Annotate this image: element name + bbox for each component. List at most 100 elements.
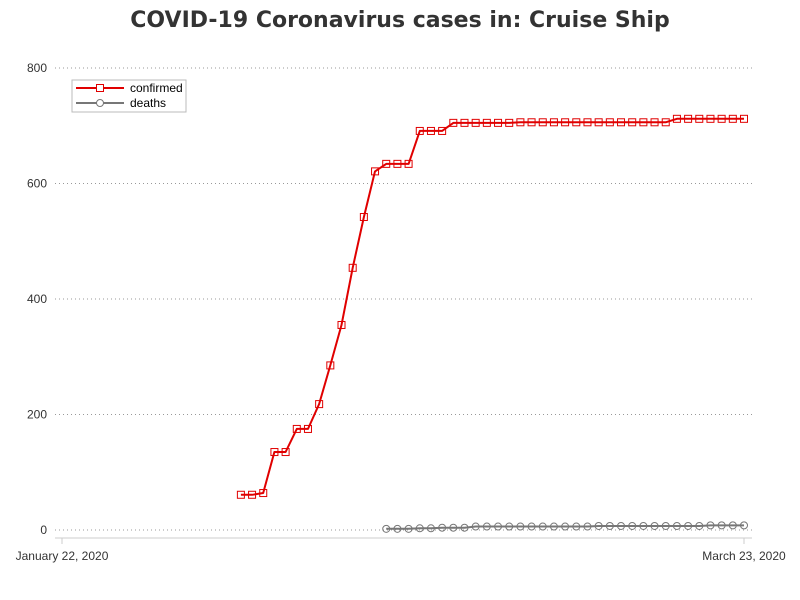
grid-layer <box>55 67 752 531</box>
series-deaths <box>382 521 748 533</box>
confirmed-point <box>594 118 603 127</box>
confirmed-point <box>404 159 413 168</box>
deaths-point <box>382 524 391 533</box>
confirmed-point <box>728 114 737 123</box>
deaths-point <box>650 521 659 530</box>
deaths-point <box>583 522 592 531</box>
deaths-point <box>527 522 536 531</box>
confirmed-point <box>605 118 614 127</box>
confirmed-point <box>292 424 301 433</box>
confirmed-point <box>561 118 570 127</box>
confirmed-point <box>449 118 458 127</box>
confirmed-point <box>695 114 704 123</box>
deaths-point <box>561 522 570 531</box>
deaths-point <box>482 522 491 531</box>
confirmed-point <box>572 118 581 127</box>
deaths-point <box>740 521 748 530</box>
confirmed-point <box>628 118 637 127</box>
confirmed-point <box>538 118 547 127</box>
confirmed-point <box>326 361 335 370</box>
deaths-point <box>572 522 581 531</box>
y-tick-label: 0 <box>40 523 47 537</box>
deaths-point <box>672 521 681 530</box>
legend-marker <box>96 84 104 92</box>
confirmed-point <box>415 126 424 135</box>
confirmed-point <box>382 159 391 168</box>
confirmed-point <box>371 167 380 176</box>
confirmed-point <box>482 118 491 127</box>
series-confirmed <box>236 114 748 499</box>
legend-label: confirmed <box>130 81 183 95</box>
deaths-point <box>415 524 424 533</box>
confirmed-point <box>672 114 681 123</box>
deaths-point <box>695 521 704 530</box>
deaths-point <box>706 521 715 530</box>
confirmed-point <box>315 400 324 409</box>
deaths-point <box>505 522 514 531</box>
confirmed-point <box>460 118 469 127</box>
confirmed-point <box>359 212 368 221</box>
x-tick-label: January 22, 2020 <box>16 549 109 563</box>
confirmed-point <box>494 118 503 127</box>
confirmed-point <box>516 118 525 127</box>
series-layer <box>236 114 748 533</box>
legend-label: deaths <box>130 96 166 110</box>
confirmed-point <box>549 118 558 127</box>
confirmed-point <box>393 159 402 168</box>
confirmed-point <box>337 320 346 329</box>
deaths-point <box>460 523 469 532</box>
x-tick-label: March 23, 2020 <box>702 549 786 563</box>
confirmed-point <box>348 263 357 272</box>
deaths-point <box>639 521 648 530</box>
confirmed-point <box>706 114 715 123</box>
deaths-point <box>494 522 503 531</box>
deaths-point <box>717 521 726 530</box>
y-tick-label: 600 <box>27 177 47 191</box>
y-tick-label: 400 <box>27 292 47 306</box>
legend-marker <box>96 99 104 107</box>
deaths-point <box>605 521 614 530</box>
confirmed-point <box>661 118 670 127</box>
confirmed-point <box>505 118 514 127</box>
deaths-point <box>728 521 737 530</box>
confirmed-point <box>471 118 480 127</box>
y-tick-label: 800 <box>27 61 47 75</box>
confirmed-point <box>426 126 435 135</box>
confirmed-point <box>639 118 648 127</box>
deaths-point <box>661 521 670 530</box>
confirmed-point <box>259 489 268 498</box>
confirmed-point <box>617 118 626 127</box>
axis-layer: 0 200 400 600 800 January 22, 2020 March 23, 2… <box>16 61 786 563</box>
deaths-point <box>549 522 558 531</box>
confirmed-point <box>527 118 536 127</box>
confirmed-point <box>717 114 726 123</box>
confirmed-point <box>438 126 447 135</box>
chart-title: COVID-19 Coronavirus cases in: Cruise Sh… <box>130 8 670 33</box>
deaths-point <box>426 524 435 533</box>
confirmed-point <box>583 118 592 127</box>
confirmed-point <box>740 114 748 123</box>
legend-box <box>71 79 187 113</box>
deaths-point <box>393 524 402 533</box>
deaths-point <box>438 523 447 532</box>
deaths-point <box>538 522 547 531</box>
y-tick-label: 200 <box>27 408 47 422</box>
confirmed-point <box>270 448 279 457</box>
confirmed-point <box>236 490 245 499</box>
deaths-point <box>628 521 637 530</box>
deaths-point <box>471 522 480 531</box>
deaths-point <box>594 521 603 530</box>
deaths-point <box>404 524 413 533</box>
confirmed-point <box>281 448 290 457</box>
confirmed-point <box>303 424 312 433</box>
deaths-point <box>617 521 626 530</box>
confirmed-point <box>248 490 257 499</box>
deaths-point <box>516 522 525 531</box>
deaths-point <box>684 521 693 530</box>
confirmed-point <box>650 118 659 127</box>
confirmed-point <box>684 114 693 123</box>
confirmed-line <box>240 117 744 496</box>
deaths-point <box>449 523 458 532</box>
